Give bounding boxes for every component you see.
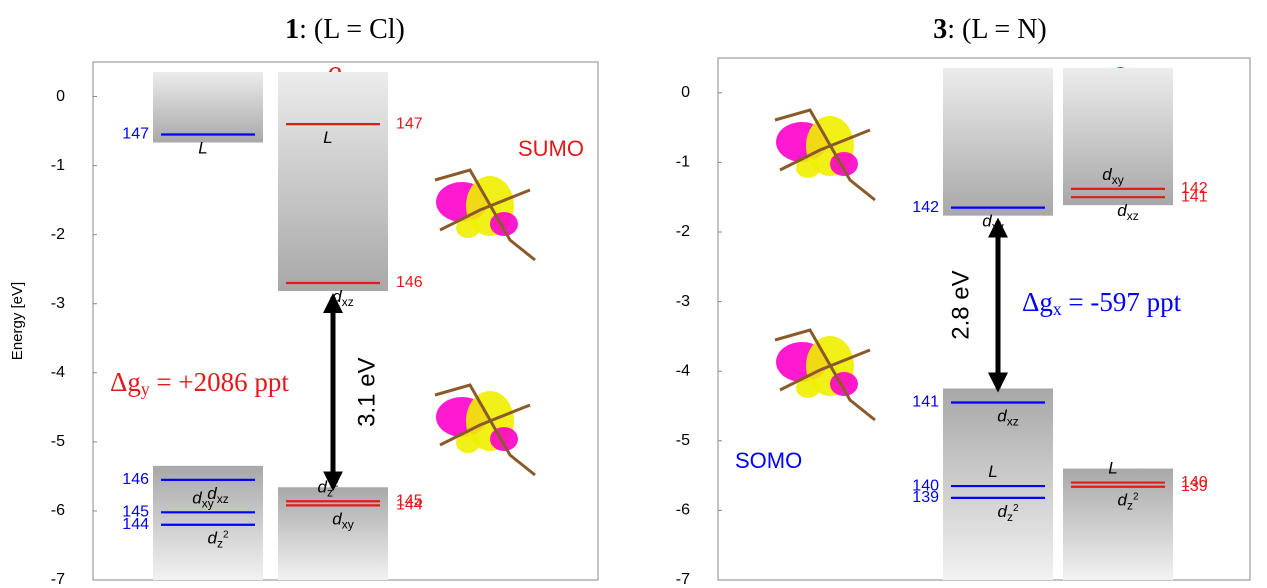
page: {"chart_data": [ {"type": "energy-levels… [0,0,1267,588]
orbital-number: 142 [912,199,939,216]
annotation-main: SUMO [518,136,584,161]
orbital-number: 146 [122,471,149,488]
orbital-label: L [323,129,332,148]
orbital-label: L [198,139,207,158]
chart-title: 3: (L = N) [933,14,1047,45]
orbital-number: 144 [396,497,423,514]
orbital-number: 139 [912,489,939,506]
y-tick-label: 0 [56,88,65,105]
annotation-main: Δg [110,367,141,397]
annotation: Δgx = -597 ppt [1022,287,1182,319]
orbital-superscript: 2 [223,529,229,540]
level-box [153,72,263,143]
orbital-number: 146 [396,274,423,291]
y-tick-label: -1 [676,154,690,171]
orbital-symbol: L [1108,459,1117,478]
level-box [153,466,263,580]
annotation-subscript: x [1053,299,1062,319]
orbital-subscript: xz [1127,209,1139,223]
orbital-label: L [988,463,997,482]
orbital-number: 141 [912,394,939,411]
orbital-superscript: 2 [1133,491,1139,502]
orbital-number: 141 [1181,188,1208,205]
orbital-subscript: xz [1007,415,1019,429]
y-tick-label: -1 [51,157,65,174]
y-tick-label: -6 [51,502,65,519]
orbital-label: L [1108,459,1117,478]
orbital-superscript: 2 [1013,503,1019,514]
y-tick-label: -3 [676,293,690,310]
gap-label: 3.1 eV [353,357,380,426]
orbital-symbol: L [198,139,207,158]
annotation-text: = +2086 ppt [150,367,290,397]
level-box [278,72,388,291]
orbital-symbol: L [323,129,332,148]
orbital-number: 147 [122,126,149,143]
orbital-subscript: xy [202,496,214,510]
annotation: SOMO [735,448,802,473]
y-tick-label: -2 [51,226,65,243]
title-number: 3 [933,14,947,45]
level-box [943,68,1053,216]
title-text: : (L = Cl) [299,14,405,45]
orbital-subscript: xy [1112,173,1124,187]
orbital-number: 144 [122,516,149,533]
annotation-main: SOMO [735,448,802,473]
annotation: SUMO [518,136,584,161]
y-axis-label: Energy [eV] [9,282,26,360]
y-tick-label: -4 [51,364,65,381]
level-box [1063,469,1173,580]
y-tick-label: -7 [676,571,690,588]
annotation-main: Δg [1022,287,1053,317]
chart-title: 1: (L = Cl) [285,14,405,45]
title-number: 1 [285,14,299,45]
y-tick-label: -7 [51,571,65,588]
title-text: : (L = N) [947,14,1047,45]
orbital-number: 139 [1181,478,1208,495]
orbital-subscript: xz [217,492,229,506]
figure: 1: (L = Cl)0-1-2-3-4-5-6-7Energy [eV]α14… [0,0,1267,588]
orbital-subscript: xz [342,295,354,309]
annotation-subscript: y [141,379,150,399]
orbital-number: 147 [396,115,423,132]
annotation: Δgy = +2086 ppt [110,367,289,399]
y-tick-label: -4 [676,362,690,379]
gap-label: 2.8 eV [947,270,974,339]
y-tick-label: -6 [676,502,690,519]
y-tick-label: -5 [676,432,690,449]
y-tick-label: -2 [676,223,690,240]
annotation-text: = -597 ppt [1062,287,1182,317]
y-tick-label: -3 [51,295,65,312]
orbital-subscript: xy [342,518,354,532]
y-tick-label: -5 [51,433,65,450]
orbital-symbol: L [988,463,997,482]
y-tick-label: 0 [681,84,690,101]
